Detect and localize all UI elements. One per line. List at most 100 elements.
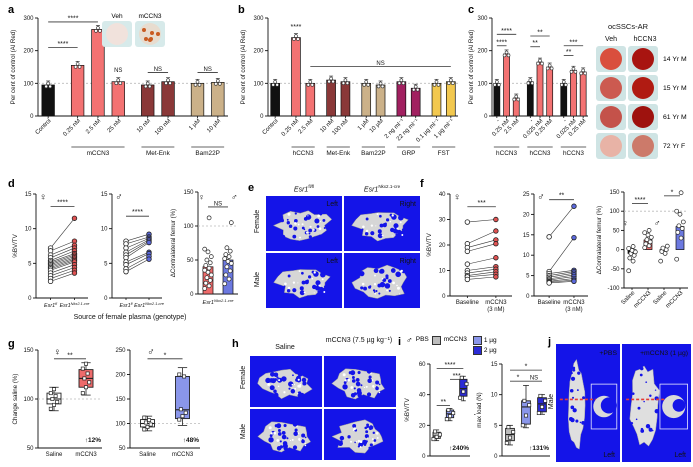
svg-text:****: **** (501, 28, 512, 35)
i-legend-doses: 1 µg 2 µg (472, 336, 497, 355)
svg-text:Left: Left (674, 452, 686, 459)
bar-chart-svg: 0 100 200 300 Per cent of control (Al Red) Co… (10, 15, 228, 157)
well-stain (600, 48, 622, 70)
svg-text:200: 200 (253, 49, 264, 55)
svg-text:0: 0 (494, 454, 498, 460)
svg-text:****: **** (68, 15, 79, 22)
svg-text:60: 60 (419, 362, 426, 368)
svg-text:-: - (496, 118, 502, 124)
bar-scatter-svg: -100 -50 0 50 100 150 ΔContralateral femur (%)… (596, 189, 688, 310)
svg-text:5: 5 (104, 261, 108, 267)
svg-text:25 nM: 25 nM (107, 118, 123, 134)
veh-well-cell: Veh (102, 13, 132, 47)
svg-text:5: 5 (494, 423, 498, 429)
j-image-mccn3: +mCCN3 (1 µg) Left (622, 344, 691, 462)
svg-text:15: 15 (25, 192, 32, 198)
well-image (596, 133, 626, 159)
svg-text:Met-Enk: Met-Enk (146, 150, 171, 157)
svg-text:**: ** (67, 352, 73, 359)
svg-text:100: 100 (183, 224, 194, 230)
h-image-male-saline (250, 409, 322, 460)
svg-text:(3 nM): (3 nM) (487, 307, 504, 313)
e-col-esr1cre: Esr1Nkx2.1-cre (363, 184, 401, 194)
well-stain (600, 135, 622, 157)
svg-text:**: ** (537, 29, 543, 36)
femur-image-svg: +mCCN3 (1 µg) Left (622, 344, 691, 462)
svg-text:***: *** (453, 373, 461, 380)
svg-text:100: 100 (115, 422, 126, 428)
h-image-female-mccn3 (324, 356, 396, 407)
svg-text:300: 300 (477, 16, 488, 22)
svg-text:5: 5 (28, 261, 32, 267)
svg-text:Right: Right (400, 201, 416, 208)
svg-text:****: **** (57, 41, 68, 48)
j-image-pbs: +PBS Left (556, 344, 620, 462)
svg-text:0.25 nM: 0.25 nM (62, 118, 82, 138)
svg-text:20: 20 (439, 243, 446, 249)
svg-text:50: 50 (613, 228, 620, 234)
panel-c-label: c (468, 4, 475, 16)
svg-text:Met-Enk: Met-Enk (326, 150, 351, 157)
svg-text:ΔContralateral femur (%): ΔContralateral femur (%) (596, 206, 603, 274)
svg-text:-: - (529, 118, 535, 124)
e-col-esr1fl: Esr1fl/fl (293, 184, 315, 194)
svg-text:mCCN3: mCCN3 (633, 290, 653, 310)
e-row-male: Male (254, 271, 262, 288)
h-image-female-saline (250, 356, 322, 407)
ocsscs-well-row: 72 Yr F (596, 133, 687, 159)
svg-text:****: **** (635, 197, 646, 204)
svg-text:0: 0 (616, 248, 620, 254)
ocsscs-title: ocSSCs-AR (608, 22, 649, 31)
svg-text:Esr1Nkx2.1-cre: Esr1Nkx2.1-cre (60, 301, 91, 309)
h-col-saline: Saline (275, 344, 295, 351)
svg-text:50: 50 (119, 446, 126, 452)
svg-text:0: 0 (422, 454, 426, 460)
wells-col-veh: Veh (604, 36, 618, 43)
svg-text:20: 20 (419, 423, 426, 429)
svg-text:ΔContralateral femur (%): ΔContralateral femur (%) (170, 209, 177, 277)
chart-f-female-paired: 0 10 20 30 40 %BV/TV *** ♀ Baseline mCCN3 (3 nM) (424, 182, 516, 316)
svg-text:15: 15 (491, 362, 498, 368)
paired-plot-svg: 0 5 10 15 20 25 ** ♂ Baseline mCCN3(3 nM) (523, 192, 588, 313)
svg-text:0: 0 (190, 292, 194, 298)
svg-text:NS: NS (114, 68, 122, 74)
svg-text:5: 5 (526, 274, 530, 280)
svg-text:10: 10 (101, 227, 108, 233)
svg-text:*: * (517, 375, 520, 382)
svg-text:50: 50 (27, 446, 34, 452)
svg-text:%BV/TV: %BV/TV (404, 397, 411, 421)
svg-text:200: 200 (115, 373, 126, 379)
svg-text:150: 150 (115, 397, 126, 403)
mccn3-well-cell: mCCN3 (135, 13, 165, 47)
microct-image-svg (250, 356, 322, 407)
bar-scatter-svg: 0 50 100 150 ΔContralateral femur (%) NS ♀ ♂ Esr… (170, 190, 238, 306)
well-image (596, 104, 626, 130)
paired-plot-svg: 0 5 10 15 %BV/TV **** ♀ Esr1fl Esr1Nkx2.1-cre (12, 192, 91, 309)
svg-text:2.5 nM: 2.5 nM (298, 118, 315, 135)
svg-text:+PBS: +PBS (599, 350, 617, 357)
h-col-mccn3: mCCN3 (7.5 µg kg⁻¹) (325, 337, 393, 344)
svg-text:0.25 nM: 0.25 nM (281, 118, 301, 138)
svg-text:200: 200 (23, 49, 34, 55)
svg-text:♂: ♂ (537, 192, 545, 203)
e-row-female: Female (254, 209, 262, 234)
microct-image-svg: Left (266, 196, 342, 251)
svg-text:mCCN3: mCCN3 (485, 300, 507, 306)
svg-text:Left: Left (326, 201, 338, 208)
mccn3-well-label: mCCN3 (138, 13, 162, 20)
panel-g-label: g (8, 338, 15, 350)
svg-text:****: **** (57, 199, 68, 206)
chart-b-hccn3-alizarin: 0 100 200 300 Per cent of control (Al Red) Co… (238, 8, 460, 164)
svg-text:Saline: Saline (139, 452, 156, 458)
svg-text:10: 10 (25, 227, 32, 233)
panel-f-label: f (420, 178, 424, 190)
well-image (596, 46, 626, 72)
well-row-label: 72 Yr F (663, 142, 686, 150)
svg-text:NS: NS (376, 61, 384, 67)
svg-text:0: 0 (442, 294, 446, 300)
well-stain (632, 48, 654, 70)
well-image (628, 46, 658, 72)
svg-text:max load (N): max load (N) (476, 392, 483, 427)
box-plot-svg: 50 100 150 200 250 Saline mCCN3 * ♂ ↑48% (115, 347, 200, 458)
